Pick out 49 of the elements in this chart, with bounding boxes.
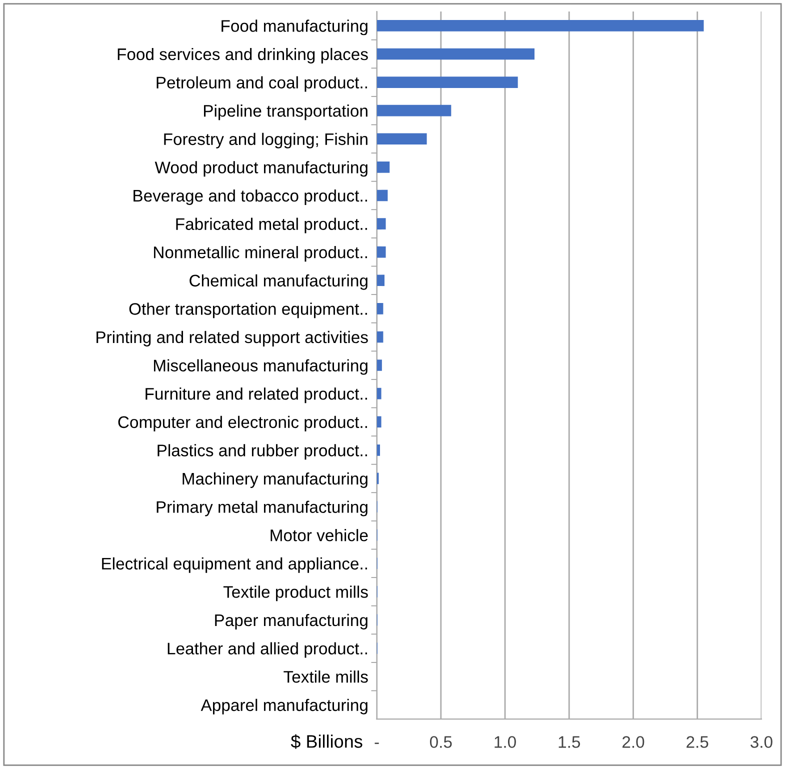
- x-tick-label: 0.5: [430, 736, 452, 748]
- y-tick-label: Plastics and rubber product..: [158, 444, 367, 460]
- x-tick-label: 3.0: [750, 736, 772, 748]
- bar: [376, 388, 382, 400]
- y-tick-label: Printing and related support activities: [96, 330, 368, 346]
- y-tick-label: Other transportation equipment..: [129, 302, 367, 318]
- y-tick-label: Food services and drinking places: [118, 48, 368, 64]
- y-tick-label: Motor vehicle: [270, 529, 368, 542]
- y-tick-label: Apparel manufacturing: [200, 698, 368, 714]
- bar: [376, 104, 452, 116]
- x-tick-label: -: [374, 742, 379, 744]
- bar: [376, 416, 382, 428]
- y-tick-label: Forestry and logging; Fishin: [164, 132, 368, 148]
- y-tick-label: Textile mills: [284, 670, 368, 683]
- bar: [376, 303, 384, 314]
- y-tick-label: Primary metal manufacturing: [156, 500, 368, 516]
- bar: [376, 20, 704, 32]
- y-tick-label: Food manufacturing: [222, 20, 368, 36]
- y-tick-label: Fabricated metal product..: [176, 218, 367, 234]
- bar: [376, 331, 384, 343]
- y-tick-label: Miscellaneous manufacturing: [154, 359, 368, 375]
- bar: [376, 246, 386, 258]
- y-tick-label: Furniture and related product..: [146, 388, 367, 404]
- y-tick-label: Beverage and tobacco product..: [134, 189, 367, 205]
- bar: [376, 218, 386, 230]
- x-tick-label: 1.5: [558, 736, 580, 748]
- bar: [376, 162, 390, 173]
- x-tick-label: 1.0: [494, 736, 516, 748]
- bar: [376, 133, 427, 145]
- x-tick-label: 2.5: [686, 736, 708, 748]
- bar: [376, 444, 380, 456]
- y-tick-label: Electrical equipment and appliance..: [102, 557, 367, 573]
- bar: [376, 190, 388, 202]
- y-tick-label: Computer and electronic product..: [118, 416, 367, 432]
- bar: [376, 360, 382, 371]
- y-tick-label: Machinery manufacturing: [182, 472, 368, 488]
- x-axis-title: $ Billions: [290, 734, 362, 749]
- y-tick-label: Pipeline transportation: [204, 104, 368, 120]
- bar: [376, 76, 518, 88]
- y-tick-label: Petroleum and coal product..: [156, 76, 367, 92]
- y-tick-label: Nonmetallic mineral product..: [154, 246, 367, 262]
- bar: [376, 274, 384, 286]
- y-tick-label: Paper manufacturing: [215, 614, 368, 630]
- x-tick-label: 2.0: [622, 736, 644, 748]
- y-tick-label: Chemical manufacturing: [190, 274, 368, 290]
- bar: [376, 48, 535, 60]
- y-tick-label: Leather and allied product..: [168, 642, 367, 658]
- y-tick-label: Textile product mills: [223, 586, 368, 602]
- y-tick-label: Wood product manufacturing: [154, 161, 368, 177]
